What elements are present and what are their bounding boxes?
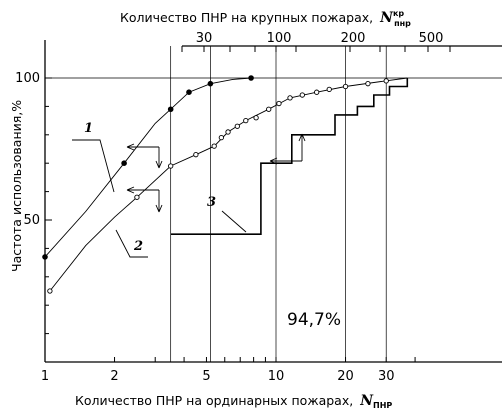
curve-2-point (211, 143, 217, 149)
tick-marks (44, 46, 451, 363)
curve-label-3: 3 (207, 195, 216, 210)
arrow-down-2 (155, 190, 163, 213)
curve-2-point (168, 163, 174, 169)
curve-2-point (47, 288, 53, 294)
curve-2-point (193, 152, 199, 158)
gridlines (45, 46, 502, 362)
curve-2-point (134, 194, 140, 200)
x-tick-label: 20 (337, 369, 354, 384)
curve-1-line (44, 77, 252, 258)
curve-2-line (49, 77, 408, 292)
x-tick-label: 1 (41, 369, 49, 384)
curve-2-point (314, 89, 320, 95)
arrow-left-3 (269, 157, 302, 165)
curve-1-point (121, 160, 127, 166)
curve-1-point (186, 89, 192, 95)
top-tick-label: 200 (341, 31, 366, 46)
x-tick-label: 2 (110, 369, 118, 384)
y-tick-label: 50 (23, 213, 40, 228)
curve-1-point (167, 106, 174, 113)
curve-2-point (266, 106, 272, 112)
arrow-left-2 (126, 186, 159, 194)
direction-arrows (126, 133, 306, 213)
curve-2-point (342, 83, 349, 90)
x-tick-label: 5 (202, 369, 210, 384)
x-tick-label: 30 (378, 369, 395, 384)
series-layer (42, 75, 409, 294)
curve-2-point (225, 129, 231, 135)
curve-2-point (383, 78, 389, 84)
curve-label-1: 1 (84, 121, 93, 136)
leader-curve-2 (115, 229, 148, 258)
y-tick-label: 100 (15, 71, 40, 86)
curve-2-point (253, 115, 259, 121)
curve-2-point (326, 86, 332, 93)
curve-2-point (218, 134, 225, 141)
curve-2-point (243, 117, 249, 124)
x-axis-title: Количество ПНР на ординарных пожарах, NП… (75, 393, 392, 410)
arrow-up-3 (298, 133, 306, 161)
curve-1-point (248, 75, 254, 81)
annotation-percent: 94,7% (287, 310, 341, 330)
curve-label-2: 2 (133, 239, 143, 254)
curve-2-point (276, 100, 282, 107)
top-axis-title: Количество ПНР на крупных пожарах, Nкр пн… (120, 9, 411, 28)
curve-2-point (287, 95, 293, 101)
curve-2-point (365, 81, 371, 87)
arrow-left-1 (126, 143, 159, 151)
x-tick-label: 10 (268, 369, 285, 384)
curve-label-leaders (72, 139, 247, 258)
y-axis-label: Частота использования,% (9, 100, 24, 272)
curve-2-point (234, 123, 240, 129)
arrow-down-1 (155, 147, 163, 169)
curve-3-step-line (170, 78, 409, 235)
curve-1-point (207, 80, 214, 87)
curve-1-point (42, 254, 48, 260)
curve-2-point (299, 92, 305, 98)
leader-curve-3 (221, 210, 247, 233)
top-tick-label: 500 (419, 31, 444, 46)
leader-curve-1 (72, 139, 115, 193)
top-tick-label: 30 (196, 31, 213, 46)
tick-labels: 1 2 5 10 20 30 50 100 30 100 200 500 (15, 31, 443, 384)
top-tick-label: 100 (267, 31, 292, 46)
